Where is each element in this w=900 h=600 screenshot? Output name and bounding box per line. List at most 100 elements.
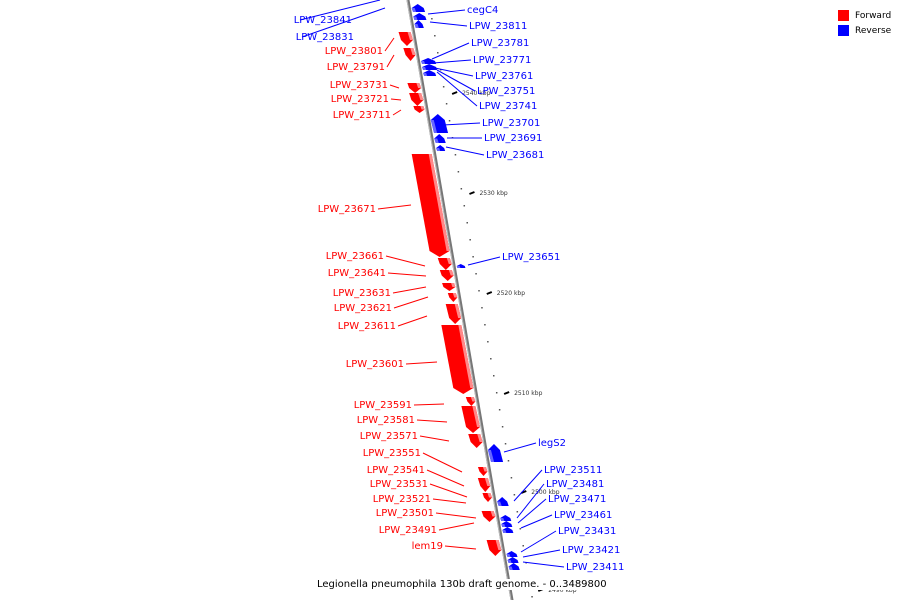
reverse-gene-label[interactable]: LPW_23471 xyxy=(548,494,606,505)
reverse-gene-label[interactable]: LPW_23761 xyxy=(475,71,533,82)
reverse-gene-glyph[interactable] xyxy=(413,13,427,20)
reverse-gene-label[interactable]: LPW_23481 xyxy=(546,479,604,490)
forward-gene-glyph[interactable] xyxy=(445,304,462,324)
reverse-gene-label[interactable]: LPW_23421 xyxy=(562,545,620,556)
reverse-gene-glyph[interactable] xyxy=(506,551,518,557)
forward-gene-label[interactable]: LPW_23671 xyxy=(318,204,376,215)
forward-gene-label[interactable]: lem19 xyxy=(412,541,443,552)
reverse-gene-glyph[interactable] xyxy=(414,20,424,28)
reverse-gene-glyph[interactable] xyxy=(456,264,466,268)
reverse-gene-label[interactable]: LPW_23651 xyxy=(502,252,560,263)
reverse-gene-label[interactable]: LPW_23681 xyxy=(486,150,544,161)
forward-gene-body[interactable] xyxy=(411,154,450,257)
forward-leader-line xyxy=(429,483,468,498)
reverse-gene-glyph[interactable] xyxy=(423,70,437,76)
reverse-gene-glyph[interactable] xyxy=(502,527,514,533)
reverse-leader-line xyxy=(301,7,386,38)
forward-gene-label[interactable]: LPW_23551 xyxy=(363,448,421,459)
forward-gene-label[interactable]: LPW_23601 xyxy=(346,359,404,370)
forward-gene-glyph[interactable] xyxy=(486,540,502,556)
reverse-gene-glyph[interactable] xyxy=(507,557,519,563)
reverse-gene-label[interactable]: LPW_23701 xyxy=(482,118,540,129)
reverse-gene-glyph[interactable] xyxy=(501,521,513,527)
forward-gene-glyph[interactable] xyxy=(477,467,488,476)
reverse-gene-shade xyxy=(413,16,418,20)
minor-tick xyxy=(442,86,445,88)
reverse-gene-glyph[interactable] xyxy=(500,515,512,521)
forward-gene-label[interactable]: LPW_23501 xyxy=(376,508,434,519)
forward-gene-label[interactable]: LPW_23801 xyxy=(325,46,383,57)
reverse-gene-glyph[interactable] xyxy=(497,497,509,506)
forward-leader-line xyxy=(393,296,429,309)
forward-gene-glyph[interactable] xyxy=(407,83,422,93)
forward-gene-glyph[interactable] xyxy=(461,406,481,433)
forward-gene-label[interactable]: LPW_23791 xyxy=(327,62,385,73)
forward-gene-glyph[interactable] xyxy=(465,397,476,406)
forward-gene-shade xyxy=(418,93,424,100)
reverse-gene-label[interactable]: LPW_23751 xyxy=(477,86,535,97)
forward-gene-label[interactable]: LPW_23611 xyxy=(338,321,396,332)
forward-gene-label[interactable]: LPW_23711 xyxy=(333,110,391,121)
forward-gene-glyph[interactable] xyxy=(468,434,483,448)
forward-gene-label[interactable]: LPW_23521 xyxy=(373,494,431,505)
minor-tick xyxy=(501,426,504,428)
forward-gene-glyph[interactable] xyxy=(477,478,491,492)
reverse-gene-body[interactable] xyxy=(422,64,438,70)
forward-leader-line xyxy=(389,84,400,89)
forward-gene-label[interactable]: LPW_23581 xyxy=(357,415,415,426)
forward-gene-label[interactable]: LPW_23661 xyxy=(326,251,384,262)
forward-gene-glyph[interactable] xyxy=(439,270,454,281)
forward-gene-glyph[interactable] xyxy=(482,493,493,502)
forward-gene-body[interactable] xyxy=(441,325,474,394)
reverse-gene-label[interactable]: LPW_23741 xyxy=(479,101,537,112)
reverse-gene-label[interactable]: LPW_23511 xyxy=(544,465,602,476)
reverse-gene-glyph[interactable] xyxy=(430,114,449,133)
reverse-gene-label[interactable]: LPW_23431 xyxy=(558,526,616,537)
reverse-gene-label[interactable]: LPW_23461 xyxy=(554,510,612,521)
reverse-gene-label[interactable]: LPW_23841 xyxy=(294,15,352,26)
forward-gene-glyph[interactable] xyxy=(442,283,456,291)
reverse-gene-label[interactable]: LPW_23781 xyxy=(471,38,529,49)
forward-gene-glyph[interactable] xyxy=(398,32,413,46)
forward-gene-label[interactable]: LPW_23531 xyxy=(370,479,428,490)
forward-gene-label[interactable]: LPW_23731 xyxy=(330,80,388,91)
forward-gene-glyph[interactable] xyxy=(447,293,458,302)
forward-gene-glyph[interactable] xyxy=(437,258,452,270)
forward-gene-glyph[interactable] xyxy=(413,106,425,113)
legend-label-forward: Forward xyxy=(855,10,892,21)
reverse-gene-glyph[interactable] xyxy=(434,134,446,143)
reverse-gene-label[interactable]: LPW_23811 xyxy=(469,21,527,32)
minor-tick xyxy=(498,409,501,411)
forward-gene-label[interactable]: LPW_23571 xyxy=(360,431,418,442)
reverse-gene-glyph[interactable] xyxy=(411,4,426,12)
reverse-gene-label[interactable]: LPW_23411 xyxy=(566,562,624,573)
scale-tick xyxy=(451,91,458,95)
reverse-gene-glyph[interactable] xyxy=(436,145,446,151)
forward-gene-label[interactable]: LPW_23641 xyxy=(328,268,386,279)
reverse-gene-label[interactable]: LPW_23831 xyxy=(296,32,354,43)
forward-gene-label[interactable]: LPW_23721 xyxy=(331,94,389,105)
reverse-gene-glyph[interactable] xyxy=(421,58,437,64)
reverse-gene-body[interactable] xyxy=(421,58,437,64)
reverse-leader-line xyxy=(436,71,478,107)
reverse-gene-label[interactable]: legS2 xyxy=(538,438,566,449)
forward-gene-glyph[interactable] xyxy=(411,154,450,257)
forward-gene-glyph[interactable] xyxy=(403,48,416,61)
forward-gene-glyph[interactable] xyxy=(481,511,496,522)
reverse-gene-label[interactable]: cegC4 xyxy=(467,5,498,16)
minor-tick xyxy=(531,596,533,598)
reverse-gene-label[interactable]: LPW_23691 xyxy=(484,133,542,144)
reverse-gene-label[interactable]: LPW_23771 xyxy=(473,55,531,66)
forward-gene-label[interactable]: LPW_23591 xyxy=(354,400,412,411)
forward-gene-glyph[interactable] xyxy=(409,93,424,106)
reverse-gene-glyph[interactable] xyxy=(487,444,504,462)
forward-gene-glyph[interactable] xyxy=(441,325,474,394)
forward-leader-line xyxy=(413,403,445,406)
forward-gene-label[interactable]: LPW_23541 xyxy=(367,465,425,476)
minor-tick xyxy=(495,392,498,394)
forward-gene-label[interactable]: LPW_23491 xyxy=(379,525,437,536)
forward-gene-label[interactable]: LPW_23631 xyxy=(333,288,391,299)
reverse-gene-glyph[interactable] xyxy=(508,563,520,570)
forward-gene-label[interactable]: LPW_23621 xyxy=(334,303,392,314)
reverse-gene-glyph[interactable] xyxy=(422,64,438,70)
